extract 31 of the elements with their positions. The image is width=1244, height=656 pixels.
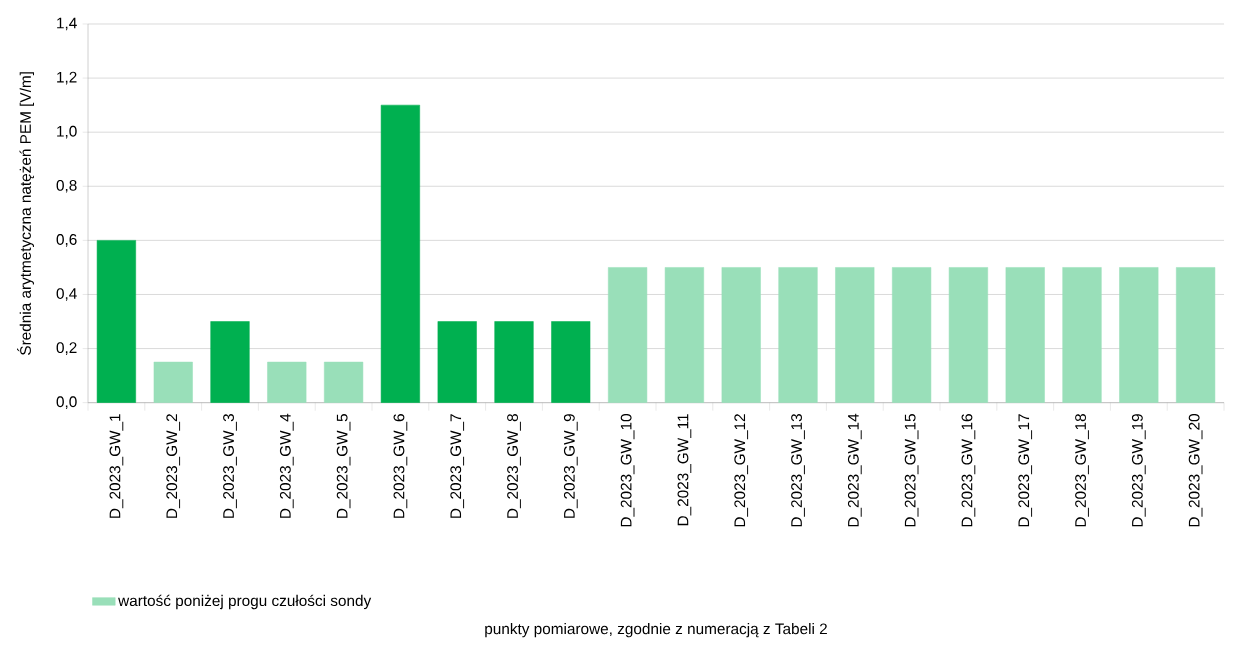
x-tick-label: D_2023_GW_10 [620,413,635,527]
x-tick-label: D_2023_GW_18 [1075,414,1089,527]
y-axis-title: Średnia arytmetyczna natężeń PEM [V/m] [17,72,34,355]
y-tick-label: 0,2 [56,342,77,355]
x-tick-label: D_2023_GW_6 [393,414,408,518]
x-tick-label: D_2023_GW_11 [677,414,692,526]
x-tick-label: D_2023_GW_20 [1188,413,1203,527]
x-tick-label: D_2023_GW_4 [279,413,294,518]
x-tick-label: D_2023_GW_8 [507,414,521,518]
y-tick-label: 0,4 [56,288,77,301]
x-tick-label: D_2023_GW_3 [223,414,237,518]
x-tick-label: D_2023_GW_5 [336,414,351,518]
x-tick-label: D_2023_GW_9 [563,414,578,518]
y-tick-label: 0,8 [56,179,77,193]
y-tick-label: 1,2 [57,71,77,85]
x-tick-label: D_2023_GW_2 [166,414,181,518]
x-tick-label: D_2023_GW_14 [847,413,862,527]
text: punkty pomiarowe, zgodnie z numeracją z Tabeli 2 [485,622,827,638]
y-tick-label: 1,0 [57,125,77,139]
y-tick-label: 0,6 [56,234,77,247]
x-tick-label: D_2023_GW_15 [904,414,919,527]
x-tick-label: D_2023_GW_19 [1131,414,1146,527]
legend-label: wartość poniżej progu czułości sondy [118,594,372,610]
x-tick-label: D_2023_GW_13 [791,414,805,527]
x-tick-label: D_2023_GW_17 [1018,414,1033,527]
x-tick-label: D_2023_GW_16 [961,414,976,527]
y-tick-label: 1,4 [57,17,77,31]
x-tick-label: D_2023_GW_12 [734,414,749,527]
x-tick-label: D_2023_GW_1 [109,414,124,518]
y-tick-label: 0,0 [56,396,77,409]
x-tick-label: D_2023_GW_7 [450,414,465,518]
